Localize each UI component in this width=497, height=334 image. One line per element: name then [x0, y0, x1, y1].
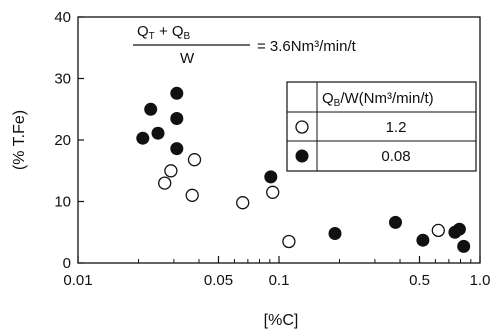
data-point-filled	[452, 222, 466, 236]
data-point-open	[164, 164, 178, 178]
legend: QB/W(Nm³/min/t) 1.2 0.08	[286, 81, 477, 172]
data-point-open	[158, 176, 172, 190]
data-point-filled	[136, 131, 150, 145]
axis-ticks: 0 10 20 30 40 0.01 0.05 0.1 0.5 1.0	[54, 9, 490, 289]
data-point-open	[187, 153, 202, 167]
x-axis-label: [%C]	[264, 312, 299, 329]
data-point-open	[185, 188, 199, 202]
data-point-filled	[170, 142, 184, 156]
y-tick-label: 30	[54, 71, 71, 88]
data-point-filled	[170, 112, 184, 125]
y-tick-label: 10	[54, 194, 71, 211]
data-point-filled	[144, 102, 158, 116]
x-tick-label: 1.0	[470, 272, 491, 289]
data-point-filled	[328, 227, 342, 240]
data-point-filled	[151, 126, 165, 140]
x-tick-label: 0.5	[409, 272, 430, 289]
legend-label-open: 1.2	[386, 119, 407, 136]
equation-annotation: QT + QB W = 3.6Nm³/min/t	[133, 23, 357, 67]
data-point-filled	[170, 86, 184, 100]
annotation-numerator: QT + QB	[137, 23, 191, 42]
data-point-filled	[416, 233, 430, 247]
x-tick-label: 0.05	[204, 272, 233, 289]
y-tick-label: 20	[54, 132, 71, 149]
data-point-open	[266, 185, 280, 199]
data-point-filled	[389, 215, 402, 229]
data-point-filled	[264, 170, 278, 184]
y-axis-label: (% T.Fe)	[11, 110, 28, 170]
legend-marker-open	[295, 120, 309, 134]
x-tick-label: 0.1	[269, 272, 290, 289]
y-tick-label: 0	[63, 255, 71, 272]
legend-label-filled: 0.08	[381, 148, 410, 165]
data-point-open	[431, 223, 445, 238]
data-point-open	[282, 234, 296, 249]
legend-header: QB/W(Nm³/min/t)	[322, 90, 434, 109]
data-point-open	[236, 196, 250, 210]
data-points	[136, 86, 471, 253]
x-tick-label: 0.01	[63, 272, 92, 289]
data-point-filled	[457, 239, 471, 253]
annotation-equals: = 3.6Nm³/min/t	[257, 38, 357, 55]
annotation-denominator: W	[180, 50, 195, 67]
legend-marker-filled	[295, 149, 309, 163]
y-tick-label: 40	[54, 9, 71, 26]
legend-box	[286, 81, 477, 172]
